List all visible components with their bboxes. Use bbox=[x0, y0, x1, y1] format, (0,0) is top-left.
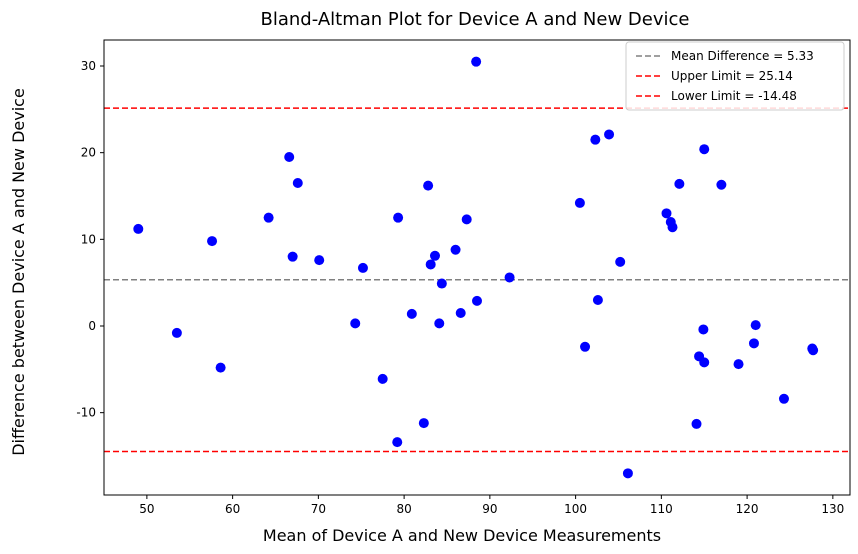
data-point-14 bbox=[406, 308, 417, 319]
data-point-49 bbox=[808, 345, 819, 356]
data-point-40 bbox=[698, 324, 709, 335]
x-tick-label-5: 100 bbox=[564, 502, 587, 516]
data-point-18 bbox=[429, 250, 440, 261]
legend: Mean Difference = 5.33 Upper Limit = 25.1… bbox=[625, 41, 845, 111]
data-point-11 bbox=[377, 373, 388, 384]
data-point-42 bbox=[699, 357, 710, 368]
data-point-43 bbox=[716, 179, 727, 190]
data-point-13 bbox=[393, 212, 404, 223]
data-point-30 bbox=[592, 295, 603, 305]
data-point-33 bbox=[622, 468, 633, 479]
data-points bbox=[133, 56, 819, 479]
data-point-22 bbox=[455, 308, 466, 318]
legend-box bbox=[625, 41, 845, 111]
chart-title: Bland-Altman Plot for Device A and New D… bbox=[261, 9, 690, 30]
data-point-23 bbox=[461, 214, 472, 225]
data-point-10 bbox=[357, 262, 368, 273]
data-point-20 bbox=[436, 278, 447, 289]
data-point-15 bbox=[418, 418, 429, 429]
data-point-24 bbox=[471, 56, 482, 67]
data-point-36 bbox=[667, 222, 678, 233]
x-axis-ticks: 50 60 70 80 90 100 110 120 130 bbox=[139, 495, 844, 516]
data-point-25 bbox=[472, 295, 482, 306]
x-tick-label-4: 90 bbox=[482, 502, 497, 516]
data-point-46 bbox=[750, 320, 761, 331]
data-point-44 bbox=[733, 359, 744, 370]
legend-entry-1: Upper Limit = 25.14 bbox=[671, 69, 793, 83]
data-point-47 bbox=[778, 393, 789, 404]
data-point-1 bbox=[171, 327, 182, 338]
x-tick-label-7: 120 bbox=[736, 502, 759, 516]
data-point-21 bbox=[450, 244, 461, 255]
data-point-29 bbox=[590, 134, 601, 145]
x-tick-label-6: 110 bbox=[650, 502, 673, 516]
data-point-27 bbox=[574, 197, 585, 208]
data-point-26 bbox=[504, 272, 515, 283]
data-point-38 bbox=[691, 418, 702, 429]
data-point-7 bbox=[292, 178, 303, 188]
data-point-19 bbox=[434, 318, 445, 329]
y-tick-label-1: 0 bbox=[88, 319, 96, 333]
data-point-9 bbox=[350, 318, 361, 329]
data-point-16 bbox=[423, 180, 434, 191]
data-point-12 bbox=[392, 437, 403, 448]
data-point-31 bbox=[604, 129, 615, 140]
y-tick-label-4: 30 bbox=[81, 59, 96, 73]
x-tick-label-2: 70 bbox=[311, 502, 326, 516]
data-point-45 bbox=[748, 338, 759, 349]
y-tick-label-0: -10 bbox=[76, 406, 96, 420]
data-point-17 bbox=[425, 259, 436, 270]
data-point-3 bbox=[215, 362, 226, 373]
data-point-8 bbox=[314, 255, 325, 266]
x-tick-label-0: 50 bbox=[139, 502, 154, 516]
y-axis-label: Difference between Device A and New Devi… bbox=[9, 88, 28, 456]
data-point-2 bbox=[207, 236, 218, 247]
x-tick-label-1: 60 bbox=[225, 502, 240, 516]
x-tick-label-8: 130 bbox=[821, 502, 844, 516]
data-point-41 bbox=[699, 144, 710, 155]
data-point-0 bbox=[133, 223, 144, 234]
x-axis-label: Mean of Device A and New Device Measurem… bbox=[263, 526, 661, 545]
reference-lines bbox=[104, 107, 850, 453]
y-tick-label-3: 20 bbox=[81, 146, 96, 160]
x-tick-label-3: 80 bbox=[396, 502, 411, 516]
data-point-6 bbox=[287, 251, 298, 262]
plot-area-frame bbox=[103, 39, 851, 496]
data-point-34 bbox=[661, 208, 672, 219]
data-point-28 bbox=[580, 341, 591, 352]
y-axis-ticks: -10 0 10 20 30 bbox=[76, 59, 104, 420]
data-point-37 bbox=[674, 178, 685, 189]
y-tick-label-2: 10 bbox=[81, 232, 96, 246]
data-point-32 bbox=[615, 256, 626, 267]
legend-entry-2: Lower Limit = -14.48 bbox=[671, 89, 797, 103]
legend-entry-0: Mean Difference = 5.33 bbox=[671, 49, 814, 63]
data-point-5 bbox=[284, 152, 295, 162]
data-point-4 bbox=[263, 212, 274, 223]
